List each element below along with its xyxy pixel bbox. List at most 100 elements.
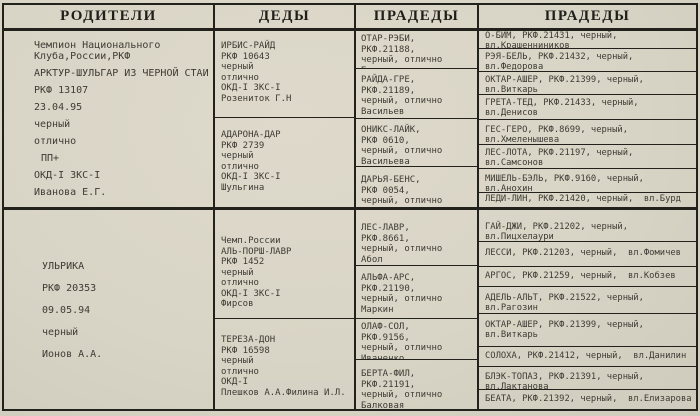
pedigree-table: РОДИТЕЛИ ДЕДЫ ПРАДЕДЫ ПРАДЕДЫ Чемпион На… <box>2 3 698 411</box>
text-line: РКФ 16598 <box>221 345 270 356</box>
text-line: БЛЭК-ТОПАЗ, РКФ.21391, черный, <box>485 372 644 382</box>
ggg-cell-13: ОКТАР-АШЕР, РКФ.21399, черный, вл.Виткарь <box>479 314 696 347</box>
text-line: РКФ 13107 <box>34 85 89 96</box>
grandparent-cell-1: ИРБИС-РАЙД РКФ 10643 черный отлично ОКД-I ЗК… <box>215 31 354 118</box>
text-line: 09.05.94 <box>42 305 91 316</box>
text-line: черный, отлично <box>361 196 443 206</box>
text-line: Абол <box>361 254 383 265</box>
text-line: Васильева <box>361 156 410 167</box>
grandparents-column-lower: Чемп.России АЛЬ-ПОРШ-ЛАВР РКФ 1452 черный от… <box>215 210 356 409</box>
text-line: АДЕЛЬ-АЛЬТ, РКФ.21522, черный, <box>485 293 644 303</box>
text-line: 23.04.95 <box>34 102 83 113</box>
text-line: ОТАР-РЭБИ, <box>361 34 416 44</box>
text-line: Васильев <box>361 106 405 117</box>
sire-cell: Чемпион Национального Клуба,России,РКФ АРК… <box>4 31 213 207</box>
text-line: Балковая <box>361 400 405 410</box>
text-line: черный <box>42 327 79 338</box>
text-line: отлично <box>34 136 77 147</box>
text-line: ОНИКС-ЛАЙК, <box>361 125 421 135</box>
text-line: вл.Пицхелаури <box>485 231 554 242</box>
text-line: Ионов А.А. <box>42 349 103 360</box>
text-line: АДАРОНА-ДАР <box>221 130 281 140</box>
text-line: ОКТАР-АШЕР, РКФ.21399, черный, <box>485 320 644 330</box>
text-line: РКФ.9156, <box>361 332 410 343</box>
text-line: УЛЬРИКА <box>42 261 85 272</box>
ggg-cell-3: ОКТАР-АШЕР, РКФ.21399, черный, вл.Виткарь <box>479 72 696 95</box>
ggg-cell-5: ГЕС-ГЕРО, РКФ.8699, черный, вл.Хмеленышев… <box>479 120 696 145</box>
text-line: черный, отлично <box>361 55 443 65</box>
text-line: черный <box>221 62 254 72</box>
text-line: ТЕРЕЗА-ДОН <box>221 335 276 345</box>
text-line: отлично <box>221 366 259 377</box>
text-line: вл.Денисов <box>485 107 538 118</box>
text-line: вл.Виткарь <box>485 329 538 340</box>
text-line: РКФ 20353 <box>42 283 97 294</box>
text-line: АЛЬФА-АРС, <box>361 273 416 283</box>
ggg-cell-4: ГРЕТА-ТЕД, РКФ.21433, черный, вл.Денисов <box>479 95 696 120</box>
text-line: ОЛАФ-СОЛ, <box>361 322 410 332</box>
great-grandparent-cell-2: РАЙДА-ГРЕ, РКФ.21189, черный, отлично Васил… <box>356 69 477 119</box>
ggg-cell-14: СОЛОХА, РКФ.21412, черный, вл.Данилин <box>479 347 696 367</box>
text-line: О-БИМ, РКФ.21431, черный, <box>485 31 618 41</box>
text-line: ПП+ <box>41 153 60 164</box>
text-line: отлично <box>221 278 259 288</box>
text-line: черный, отлично <box>361 244 443 254</box>
text-line: РКФ 0610, <box>361 135 410 146</box>
dam-half: УЛЬРИКА РКФ 20353 09.05.94 черный Ионов А.А.… <box>4 207 696 409</box>
great-grandparent-cell-3: ОНИКС-ЛАЙК, РКФ 0610, черный, отлично Васил… <box>356 119 477 167</box>
text-line: Плешков А.А.Филина И.Л. <box>221 387 346 398</box>
dam-cell: УЛЬРИКА РКФ 20353 09.05.94 черный Ионов А.А. <box>4 210 213 409</box>
text-line: ОКД-I <box>221 377 249 387</box>
great-great-grandparents-column-lower: ГАЙ-ДЖИ, РКФ.21202, черный, вл.Пицхелаури… <box>479 210 696 409</box>
great-grandparents-column-lower: ЛЕС-ЛАВР, РКФ.8661, черный, отлично Абол АЛ… <box>356 210 479 409</box>
text-line: БЕАТА, РКФ.21392, черный, вл.Елизарова <box>485 393 692 404</box>
text-line: ЛЕССИ, РКФ.21203, черный, вл.Фомичев <box>485 248 681 259</box>
text-line: РКФ.8661, <box>361 233 410 244</box>
text-line: черный, отлично <box>361 390 443 400</box>
text-line: Шульгина <box>221 182 265 193</box>
text-line: РКФ 1452 <box>221 257 265 267</box>
text-line: МИШЕЛЬ-БЭЛЬ, РКФ.9160, черный, <box>485 174 644 184</box>
ggg-cell-2: РЭЯ-БЕЛЬ, РКФ.21432, черный, вл.Федорова <box>479 49 696 72</box>
text-line: РКФ 2739 <box>221 140 265 151</box>
great-grandparent-cell-1: ОТАР-РЭБИ,РКФ.21188,черный, отличноБлаго… <box>356 31 477 69</box>
text-line: вл.Хмеленышева <box>485 134 560 145</box>
great-grandparents-column-upper: ОТАР-РЭБИ,РКФ.21188,черный, отличноБлаго… <box>356 31 479 207</box>
grandparents-column-upper: ИРБИС-РАЙД РКФ 10643 черный отлично ОКД-I ЗК… <box>215 31 356 207</box>
header-grandparents: ДЕДЫ <box>215 5 356 28</box>
ggg-cell-6: ЛЕС-ЛОТА, РКФ.21197, черный, вл.Самсонов <box>479 145 696 169</box>
text-line: БЕРТА-ФИЛ, <box>361 369 416 379</box>
text-line: Розениток Г.Н <box>221 93 292 104</box>
text-line: СОЛОХА, РКФ.21412, черный, вл.Данилин <box>485 350 687 361</box>
great-grandparent-cell-5: ЛЕС-ЛАВР, РКФ.8661, черный, отлично Абол <box>356 210 477 266</box>
text-line: черный, отлично <box>361 294 443 304</box>
text-line: Клуба,России,РКФ <box>34 51 131 62</box>
text-line: РКФ.21191, <box>361 379 416 390</box>
grandparent-cell-4: ТЕРЕЗА-ДОН РКФ 16598 черный отлично ОКД-I Пле… <box>215 319 354 409</box>
text-line: черный <box>221 267 254 278</box>
ggg-cell-7: МИШЕЛЬ-БЭЛЬ, РКФ.9160, черный, вл.Анохин <box>479 169 696 193</box>
text-line: черный <box>221 356 254 366</box>
parents-column-lower: УЛЬРИКА РКФ 20353 09.05.94 черный Ионов А.А. <box>4 210 215 409</box>
text-line: ДАРЬЯ-БЕНС, <box>361 175 421 185</box>
text-line: черный <box>221 151 254 161</box>
grandparent-cell-3: Чемп.России АЛЬ-ПОРШ-ЛАВР РКФ 1452 черный от… <box>215 210 354 319</box>
text-line: ОКД-I ЗКС-I <box>221 288 281 299</box>
ggg-cell-12: АДЕЛЬ-АЛЬТ, РКФ.21522, черный, вл.Рагозин <box>479 287 696 314</box>
text-line: Иваненко <box>361 353 405 360</box>
text-line: отлично <box>221 161 259 172</box>
text-line: вл.Рагозин <box>485 302 538 313</box>
text-line: черный, отлично <box>361 96 443 106</box>
text-line: вл.Крашенниников <box>485 40 570 49</box>
great-grandparent-cell-8: БЕРТА-ФИЛ, РКФ.21191, черный, отлично Балко… <box>356 360 477 409</box>
ggg-cell-15: БЛЭК-ТОПАЗ, РКФ.21391, черный, вл.Лактано… <box>479 367 696 390</box>
text-line: РКФ.21188, <box>361 44 416 55</box>
ggg-cell-8: ЛЕДИ-ЛИН, РКФ.21420, черный, вл.Бурд <box>479 193 696 207</box>
ggg-cell-9: ГАЙ-ДЖИ, РКФ.21202, черный, вл.Пицхелаури <box>479 210 696 242</box>
text-line: АРКТУР-ШУЛЬГАР ИЗ ЧЕРНОЙ СТАИ <box>34 68 209 79</box>
text-line: РАЙДА-ГРЕ, <box>361 75 416 85</box>
text-line: черный <box>34 119 71 130</box>
text-line: ОКД-I ЗКС-I <box>221 172 281 182</box>
header-great-great-grandparents: ПРАДЕДЫ <box>544 8 631 24</box>
ggg-cell-1: О-БИМ, РКФ.21431, черный, вл.Крашеннинико… <box>479 31 696 49</box>
